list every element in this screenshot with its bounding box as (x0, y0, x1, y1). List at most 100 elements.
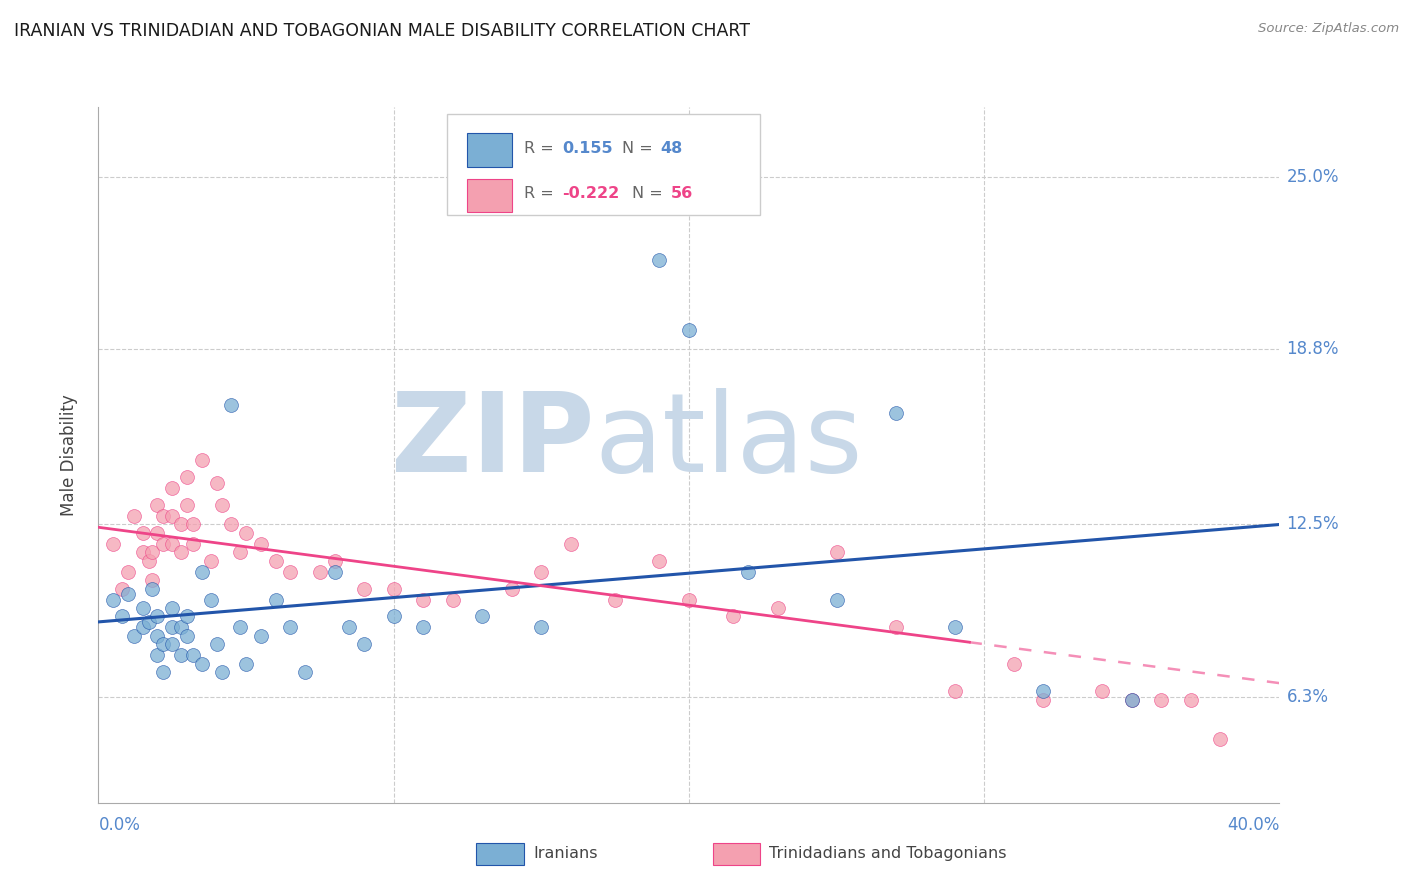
Point (122, 629, 145, 643)
Point (117, 565, 139, 579)
Point (176, 470, 198, 484)
Text: 56: 56 (671, 186, 693, 201)
Point (678, 592, 700, 607)
Point (170, 620, 193, 634)
Point (162, 537, 183, 551)
Point (181, 648, 204, 663)
Point (501, 582, 523, 596)
Point (884, 620, 907, 634)
Point (132, 620, 155, 634)
Point (648, 554, 671, 568)
FancyBboxPatch shape (713, 843, 759, 865)
Point (943, 620, 966, 634)
Text: -0.222: -0.222 (562, 186, 620, 201)
Point (441, 592, 464, 607)
Point (152, 509, 174, 524)
FancyBboxPatch shape (447, 114, 759, 215)
Point (264, 592, 287, 607)
Point (278, 620, 302, 634)
Point (162, 620, 183, 634)
Point (111, 609, 134, 624)
Point (141, 545, 163, 559)
Point (1032, 693, 1054, 707)
Point (152, 665, 174, 679)
Point (162, 509, 183, 524)
Point (229, 620, 252, 634)
Point (412, 592, 434, 607)
Point (152, 537, 174, 551)
Point (205, 637, 228, 651)
Point (191, 453, 214, 467)
Point (176, 498, 198, 512)
Text: N =: N = (621, 141, 658, 156)
Point (122, 509, 145, 524)
Point (412, 620, 434, 634)
Point (471, 609, 494, 624)
Point (162, 601, 183, 615)
Point (152, 637, 174, 651)
Text: 18.8%: 18.8% (1286, 340, 1339, 359)
Point (1150, 693, 1173, 707)
Point (648, 253, 671, 268)
Point (825, 545, 848, 559)
Point (943, 684, 966, 698)
Point (766, 601, 789, 615)
Point (146, 609, 169, 624)
Point (176, 629, 198, 643)
Point (181, 537, 204, 551)
Point (170, 648, 193, 663)
Text: Iranians: Iranians (533, 847, 598, 861)
Text: N =: N = (633, 186, 668, 201)
Point (353, 582, 375, 596)
Point (138, 554, 160, 568)
Point (382, 609, 405, 624)
Text: atlas: atlas (595, 387, 863, 494)
Point (146, 629, 169, 643)
Text: 48: 48 (661, 141, 683, 156)
Point (530, 565, 553, 579)
Text: R =: R = (523, 186, 558, 201)
Point (191, 565, 214, 579)
Text: IRANIAN VS TRINIDADIAN AND TOBAGONIAN MALE DISABILITY CORRELATION CHART: IRANIAN VS TRINIDADIAN AND TOBAGONIAN MA… (14, 22, 749, 40)
Point (264, 554, 287, 568)
Text: ZIP: ZIP (391, 387, 595, 494)
Point (250, 629, 273, 643)
Point (278, 565, 302, 579)
Point (162, 637, 183, 651)
Point (309, 565, 332, 579)
Point (170, 517, 193, 532)
Point (294, 665, 316, 679)
Point (176, 609, 198, 624)
Y-axis label: Male Disability: Male Disability (59, 394, 77, 516)
Text: 0.0%: 0.0% (98, 816, 141, 834)
Point (138, 615, 160, 629)
Point (1002, 657, 1025, 671)
Point (132, 545, 155, 559)
Text: 12.5%: 12.5% (1286, 516, 1339, 533)
Point (825, 592, 848, 607)
Point (117, 587, 139, 601)
Point (200, 592, 222, 607)
Point (132, 525, 155, 540)
Point (103, 592, 125, 607)
Point (219, 517, 242, 532)
Point (737, 565, 759, 579)
Point (721, 609, 744, 624)
Point (530, 620, 553, 634)
Text: Trinidadians and Tobagonians: Trinidadians and Tobagonians (769, 847, 1007, 861)
Point (111, 582, 134, 596)
Point (229, 545, 252, 559)
Point (605, 592, 627, 607)
Point (1121, 693, 1143, 707)
Point (181, 517, 204, 532)
Point (1121, 693, 1143, 707)
Point (200, 554, 222, 568)
Point (323, 565, 346, 579)
Point (146, 525, 169, 540)
Point (141, 573, 163, 587)
Point (323, 554, 346, 568)
Point (1032, 684, 1054, 698)
Point (1091, 684, 1114, 698)
Point (205, 475, 228, 490)
Point (1209, 731, 1232, 746)
